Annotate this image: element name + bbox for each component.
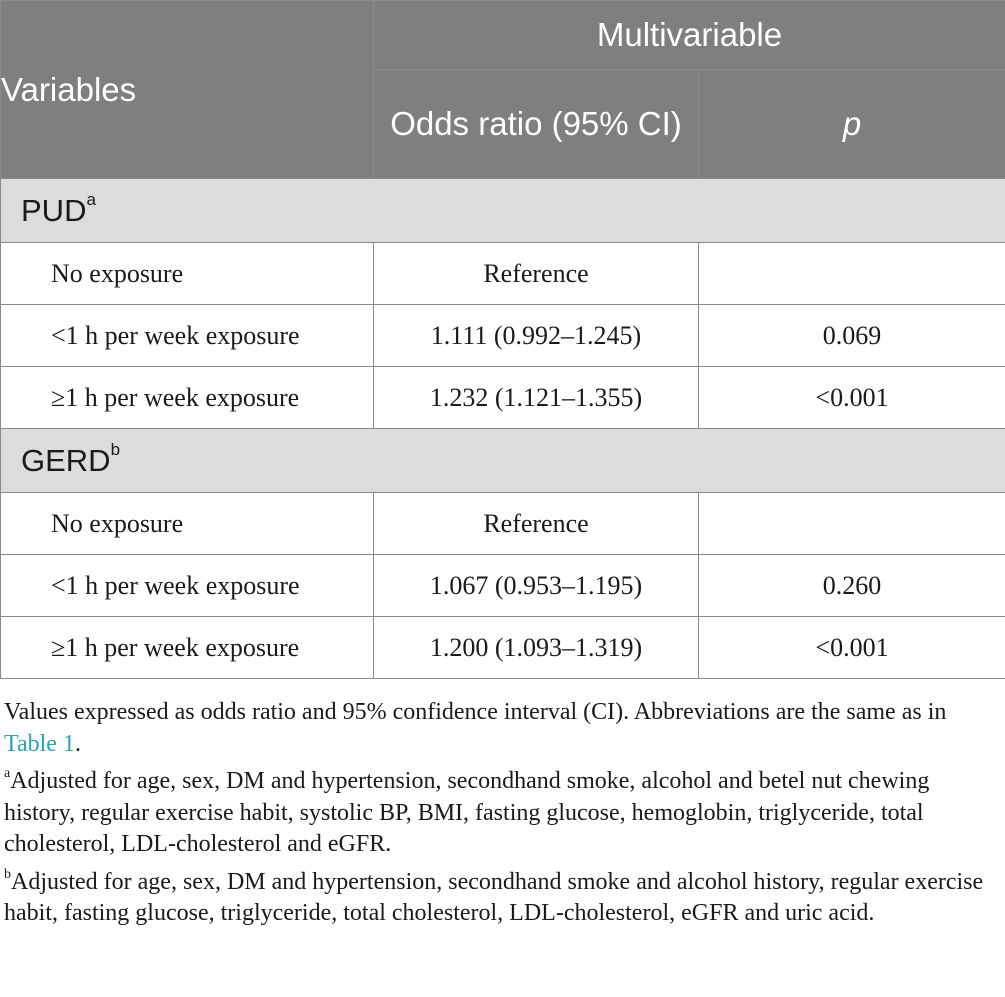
footnote-b-text: Adjusted for age, sex, DM and hypertensi…: [4, 868, 984, 927]
group-label: GERD: [21, 442, 111, 478]
footnote-b: bAdjusted for age, sex, DM and hypertens…: [4, 861, 1002, 930]
table-row: <1 h per week exposure 1.111 (0.992–1.24…: [0, 304, 1005, 367]
group-row-pud: PUDa: [0, 178, 1005, 243]
p-value-cell: <0.001: [698, 366, 1005, 429]
header-variables: Variables: [0, 0, 374, 179]
table-row: No exposure Reference: [0, 242, 1005, 305]
footnote-marker: b: [110, 440, 121, 460]
header-multivariable: Multivariable: [373, 0, 1005, 70]
table-row: ≥1 h per week exposure 1.200 (1.093–1.31…: [0, 616, 1005, 679]
odds-ratio-cell: Reference: [373, 492, 699, 555]
table-row: ≥1 h per week exposure 1.232 (1.121–1.35…: [0, 366, 1005, 429]
table-1-link[interactable]: Table 1: [4, 730, 75, 757]
p-value-cell: <0.001: [698, 616, 1005, 679]
row-label: ≥1 h per week exposure: [0, 616, 374, 679]
p-value-cell: 0.260: [698, 554, 1005, 617]
odds-ratio-cell: 1.111 (0.992–1.245): [373, 304, 699, 367]
odds-ratio-cell: Reference: [373, 242, 699, 305]
table-row: <1 h per week exposure 1.067 (0.953–1.19…: [0, 554, 1005, 617]
p-value-cell: [698, 242, 1005, 305]
odds-ratio-cell: 1.200 (1.093–1.319): [373, 616, 699, 679]
group-row-gerd: GERDb: [0, 428, 1005, 493]
group-label: PUD: [21, 192, 87, 228]
footnote-main-text: Values expressed as odds ratio and 95% c…: [4, 699, 947, 725]
results-table: Variables Multivariable Odds ratio (95% …: [0, 0, 1005, 679]
footnote-a-marker: a: [4, 766, 11, 781]
footnote-main-end: .: [74, 730, 81, 757]
odds-ratio-cell: 1.232 (1.121–1.355): [373, 366, 699, 429]
row-label: <1 h per week exposure: [0, 304, 374, 367]
header-odds-ratio: Odds ratio (95% CI): [373, 69, 699, 179]
p-value-cell: [698, 492, 1005, 555]
row-label: No exposure: [0, 492, 374, 555]
row-label: ≥1 h per week exposure: [0, 366, 374, 429]
table-row: No exposure Reference: [0, 492, 1005, 555]
header-p-value: p: [698, 69, 1005, 179]
footnote-a-text: Adjusted for age, sex, DM and hypertensi…: [4, 768, 930, 857]
row-label: No exposure: [0, 242, 374, 305]
footnote-main: Values expressed as odds ratio and 95% c…: [4, 697, 1002, 760]
footnote-b-marker: b: [4, 866, 11, 882]
footnote-marker: a: [86, 190, 96, 210]
p-value-cell: 0.069: [698, 304, 1005, 367]
row-label: <1 h per week exposure: [0, 554, 374, 617]
footnote-a: aAdjusted for age, sex, DM and hypertens…: [4, 760, 1002, 861]
odds-ratio-cell: 1.067 (0.953–1.195): [373, 554, 699, 617]
table-footnotes: Values expressed as odds ratio and 95% c…: [4, 697, 1002, 930]
